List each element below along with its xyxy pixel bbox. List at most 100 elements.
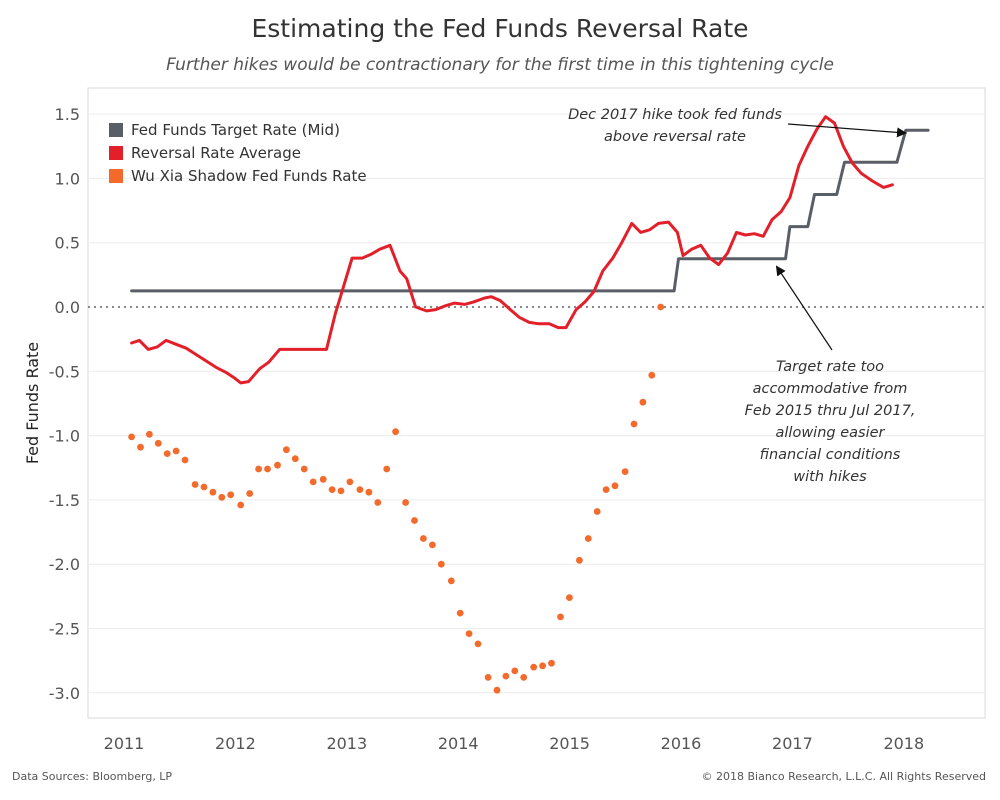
data-point — [137, 443, 144, 451]
arrow-accommodative — [775, 265, 833, 351]
gridlines — [87, 87, 986, 719]
data-point — [163, 450, 171, 457]
annotation-line: with hikes — [793, 469, 867, 485]
data-point — [493, 686, 501, 694]
data-point — [319, 475, 327, 483]
data-point — [465, 630, 473, 637]
legend-label: Reversal Rate Average — [131, 144, 301, 162]
data-point — [328, 486, 336, 493]
annotation-line: Dec 2017 hike took fed funds — [568, 107, 782, 123]
plot-frame — [87, 87, 986, 719]
annotation-accommodative: Target rate too accommodative from Feb 2… — [720, 356, 940, 488]
data-point — [218, 493, 226, 501]
data-point — [566, 594, 573, 601]
data-point — [456, 609, 464, 617]
legend: Fed Funds Target Rate (Mid) Reversal Rate… — [109, 121, 367, 185]
x-tick-label: 2014 — [438, 734, 479, 753]
data-point — [365, 488, 373, 496]
data-point — [611, 482, 619, 490]
x-tick-label: 2018 — [883, 734, 924, 753]
data-point — [447, 577, 455, 585]
annotation-line: Feb 2015 thru Jul 2017, — [744, 403, 916, 419]
data-point — [383, 465, 391, 473]
data-point — [630, 420, 638, 428]
data-point — [154, 439, 162, 447]
y-axis-label: Fed Funds Rate — [23, 342, 42, 464]
data-point — [593, 508, 601, 515]
y-tick-label: -3.0 — [49, 684, 80, 703]
axes: 1.5 1.0 0.5 0.0 -0.5 -1.0 -1.5 -2.0 -2.5 -3.0 2011… — [23, 105, 924, 753]
annotation-line: accommodative from — [752, 381, 908, 397]
copyright: © 2018 Bianco Research, L.L.C. All Right… — [701, 770, 986, 783]
data-point — [602, 486, 610, 493]
data-point — [576, 556, 583, 564]
legend-label: Fed Funds Target Rate (Mid) — [131, 121, 340, 139]
data-sources: Data Sources: Bloomberg, LP — [12, 770, 173, 783]
data-point — [346, 478, 354, 486]
series-layer — [128, 115, 930, 694]
y-tick-label: -1.5 — [49, 491, 80, 510]
data-point — [146, 430, 153, 438]
data-point — [283, 446, 290, 454]
x-tick-label: 2016 — [661, 734, 702, 753]
x-tick-label: 2011 — [104, 734, 145, 753]
data-point — [392, 428, 399, 436]
x-tick-label: 2015 — [549, 734, 590, 753]
y-tick-label: -1.0 — [49, 427, 80, 446]
series-line-0 — [130, 128, 930, 293]
data-point — [300, 465, 308, 473]
legend-swatch — [109, 146, 123, 160]
data-point — [437, 560, 445, 568]
data-point — [181, 456, 189, 464]
data-point — [548, 659, 555, 667]
chart-subtitle: Further hikes would be contractionary fo… — [166, 55, 834, 75]
data-point — [237, 501, 245, 509]
data-point — [411, 517, 418, 524]
data-point — [337, 487, 345, 495]
series-line-1 — [130, 115, 894, 385]
data-point — [520, 674, 528, 681]
annotation-arrows — [775, 123, 907, 351]
data-point — [511, 667, 519, 675]
data-point — [657, 303, 665, 311]
data-point — [200, 483, 208, 491]
y-tick-label: 0.0 — [55, 298, 80, 317]
data-point — [128, 433, 136, 441]
annotation-line: allowing easier — [775, 425, 885, 441]
y-tick-label: -0.5 — [49, 362, 80, 381]
data-point — [584, 535, 592, 542]
annotation-dec-2017: Dec 2017 hike took fed funds above rever… — [540, 104, 810, 148]
data-point — [639, 398, 647, 406]
x-tick-label: 2017 — [772, 734, 813, 753]
data-point — [227, 491, 235, 499]
data-point — [309, 478, 317, 486]
data-point — [255, 465, 262, 473]
y-tick-label: 1.5 — [55, 105, 80, 124]
y-tick-label: -2.5 — [49, 620, 80, 639]
data-point — [420, 535, 427, 542]
y-tick-label: -2.0 — [49, 555, 80, 574]
arrow-dec-2017 — [787, 123, 907, 138]
data-point — [530, 663, 538, 671]
data-point — [209, 488, 217, 496]
data-point — [172, 447, 180, 455]
legend-swatch — [109, 123, 123, 137]
data-point — [621, 468, 629, 475]
annotation-line: financial conditions — [759, 447, 901, 463]
chart-title: Estimating the Fed Funds Reversal Rate — [251, 14, 749, 43]
data-point — [191, 481, 199, 488]
legend-label: Wu Xia Shadow Fed Funds Rate — [131, 167, 367, 185]
annotation-line: above reversal rate — [604, 129, 746, 145]
data-point — [356, 486, 364, 493]
data-point — [429, 541, 436, 549]
data-point — [484, 674, 492, 681]
legend-swatch — [109, 169, 123, 183]
x-tick-label: 2012 — [215, 734, 256, 753]
y-tick-label: 1.0 — [55, 169, 80, 188]
y-tick-label: 0.5 — [55, 234, 80, 253]
data-point — [264, 465, 271, 473]
data-point — [246, 490, 254, 497]
data-point — [557, 613, 564, 621]
data-point — [539, 662, 546, 670]
